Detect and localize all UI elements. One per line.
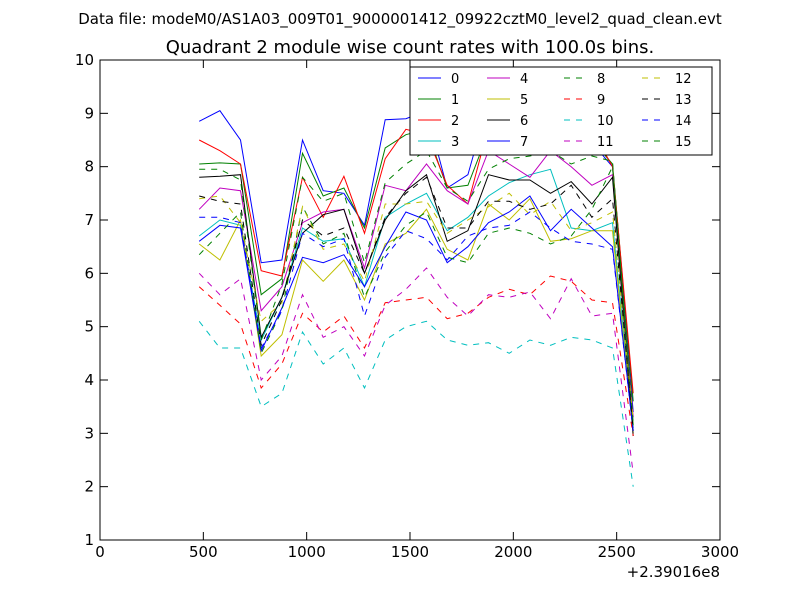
y-tick-label: 8 [84, 158, 94, 176]
legend-entry-11: 11 [564, 135, 614, 150]
y-tick-label: 2 [84, 478, 94, 496]
y-tick-labels: 1 2 3 4 5 6 7 8 9 10 [75, 51, 94, 549]
legend-label: 3 [451, 135, 459, 150]
legend-entry-6: 6 [487, 114, 528, 129]
series-line-9 [198, 275, 634, 437]
x-axis-offset-label: +2.39016e8 [627, 563, 720, 581]
legend-entry-12: 12 [642, 72, 692, 87]
series-line-6 [199, 173, 634, 437]
legend-label: 0 [451, 72, 459, 87]
x-tick-labels: 0 500 1000 1500 2000 2500 3000 [95, 543, 739, 561]
legend-entry-15: 15 [642, 135, 692, 150]
axes-frame [99, 59, 721, 541]
series-line-7 [198, 195, 634, 431]
figure-suptitle: Data file: modeM0/AS1A03_009T01_90000014… [78, 10, 722, 29]
x-tick-label: 2000 [494, 543, 532, 561]
series-line-8 [198, 164, 634, 426]
legend-entry-14: 14 [642, 114, 692, 129]
legend-entry-4: 4 [487, 72, 528, 87]
y-tick-label: 7 [84, 211, 94, 229]
x-tick-label: 0 [95, 543, 105, 561]
legend-entry-3: 3 [418, 135, 459, 150]
y-tick-label: 4 [84, 371, 94, 389]
series-line-15 [199, 149, 634, 423]
legend-entry-13: 13 [642, 93, 692, 108]
legend-entry-1: 1 [418, 93, 459, 108]
legend-label: 14 [675, 114, 692, 129]
legend-label: 13 [675, 93, 692, 108]
series-line-3 [198, 168, 634, 429]
legend-entry-10: 10 [564, 114, 614, 129]
legend-label: 12 [675, 72, 692, 87]
y-tick-label: 10 [75, 51, 94, 69]
legend-label: 9 [597, 93, 605, 108]
legend-entry-7: 7 [487, 135, 528, 150]
x-tick-label: 1500 [391, 543, 429, 561]
legend-label: 8 [597, 72, 605, 87]
y-tick-label: 6 [84, 264, 94, 282]
y-tick-label: 1 [84, 531, 94, 549]
chart-title: Quadrant 2 module wise count rates with … [166, 37, 655, 58]
legend-label: 4 [520, 72, 528, 87]
series-line-12 [199, 192, 634, 421]
legend-label: 15 [675, 135, 692, 150]
y-tick-label: 5 [84, 318, 94, 336]
legend-label: 10 [597, 114, 614, 129]
y-tick-label: 3 [84, 424, 94, 442]
series-line-13 [199, 176, 634, 431]
legend-label: 6 [520, 114, 528, 129]
x-tick-label: 3000 [701, 543, 739, 561]
series-line-4 [198, 149, 634, 418]
legend-label: 11 [597, 135, 614, 150]
legend-entry-5: 5 [487, 93, 528, 108]
legend-entry-8: 8 [564, 72, 605, 87]
legend-entry-0: 0 [418, 72, 459, 87]
legend-entry-9: 9 [564, 93, 605, 108]
legend-label: 7 [520, 135, 528, 150]
x-tick-label: 2500 [598, 543, 636, 561]
x-tick-label: 1000 [288, 543, 326, 561]
series-line-11 [198, 267, 634, 474]
y-tick-label: 9 [84, 104, 94, 122]
x-tick-label: 500 [189, 543, 218, 561]
legend-entry-2: 2 [418, 114, 459, 129]
legend-label: 2 [451, 114, 459, 129]
legend-frame [409, 66, 713, 156]
legend-label: 1 [451, 93, 459, 108]
legend-label: 5 [520, 93, 528, 108]
